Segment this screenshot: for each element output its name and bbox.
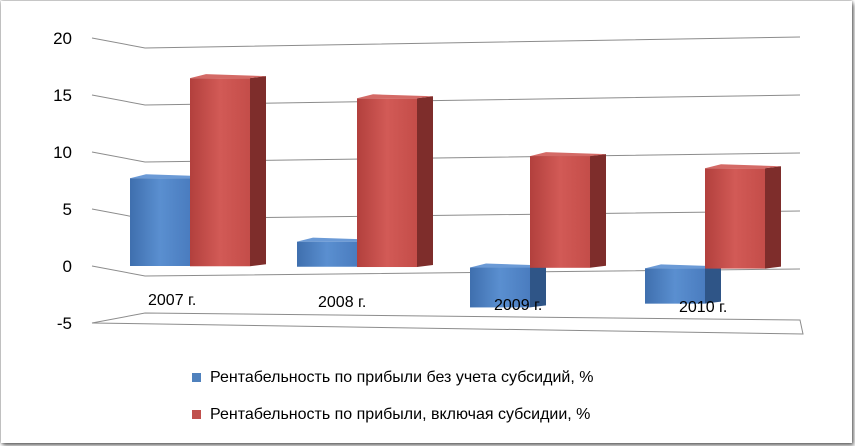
bar-top	[357, 94, 433, 99]
y-tick-label: 5	[63, 200, 72, 219]
x-category-label: 2007 г.	[148, 292, 196, 309]
bar-side	[530, 265, 546, 308]
bar-side	[250, 76, 266, 267]
y-axis-ticks: 20 15 10 5 0 -5	[53, 29, 72, 333]
x-category-label: 2009 г.	[494, 297, 542, 314]
x-category-label: 2010 г.	[679, 299, 727, 316]
gridline	[91, 265, 801, 277]
bar-front	[297, 241, 357, 267]
y-tick-label: 15	[53, 86, 72, 105]
bar-series-2-4	[705, 164, 781, 269]
bar-series-1-4	[645, 264, 721, 304]
bar-front	[645, 268, 705, 304]
legend-swatch-series-1	[192, 373, 201, 382]
bar-top	[190, 74, 266, 79]
bar-front	[470, 267, 530, 308]
bar-series-2-1	[190, 74, 266, 267]
gridline	[91, 36, 801, 49]
bar-top	[645, 264, 721, 269]
bars	[130, 74, 781, 308]
legend-label-series-1: Рентабельность по прибыли без учета субс…	[210, 369, 594, 386]
bar-side	[590, 154, 606, 268]
gridlines	[91, 36, 801, 277]
floor-plane	[91, 312, 804, 335]
bar-front	[357, 98, 417, 268]
bar-series-1-3	[470, 263, 546, 308]
legend-label-series-2: Рентабельность по прибыли, включая субси…	[210, 406, 591, 423]
x-category-label: 2008 г.	[318, 294, 366, 311]
y-tick-label: 0	[63, 257, 72, 276]
bar-front	[530, 156, 590, 268]
legend-swatch-series-2	[192, 410, 201, 419]
bar-series-2-2	[357, 94, 433, 268]
gridline	[91, 94, 801, 106]
bar-side	[705, 266, 721, 304]
bar-top	[297, 237, 373, 242]
bar-top	[705, 164, 781, 169]
bar-side	[765, 166, 781, 269]
y-tick-label: 10	[53, 143, 72, 162]
bar-top	[530, 152, 606, 157]
bar-top	[470, 263, 546, 268]
bar-top	[130, 174, 206, 179]
bar-side	[417, 96, 433, 268]
bar-front	[130, 178, 190, 266]
y-tick-label: -5	[57, 314, 72, 333]
chart-floor	[91, 312, 804, 335]
y-tick-label: 20	[53, 29, 72, 48]
bar-series-2-3	[530, 152, 606, 268]
x-axis-labels: 2007 г. 2008 г. 2009 г. 2010 г.	[148, 292, 727, 316]
bar-front	[190, 78, 250, 267]
bar-front	[705, 168, 765, 269]
